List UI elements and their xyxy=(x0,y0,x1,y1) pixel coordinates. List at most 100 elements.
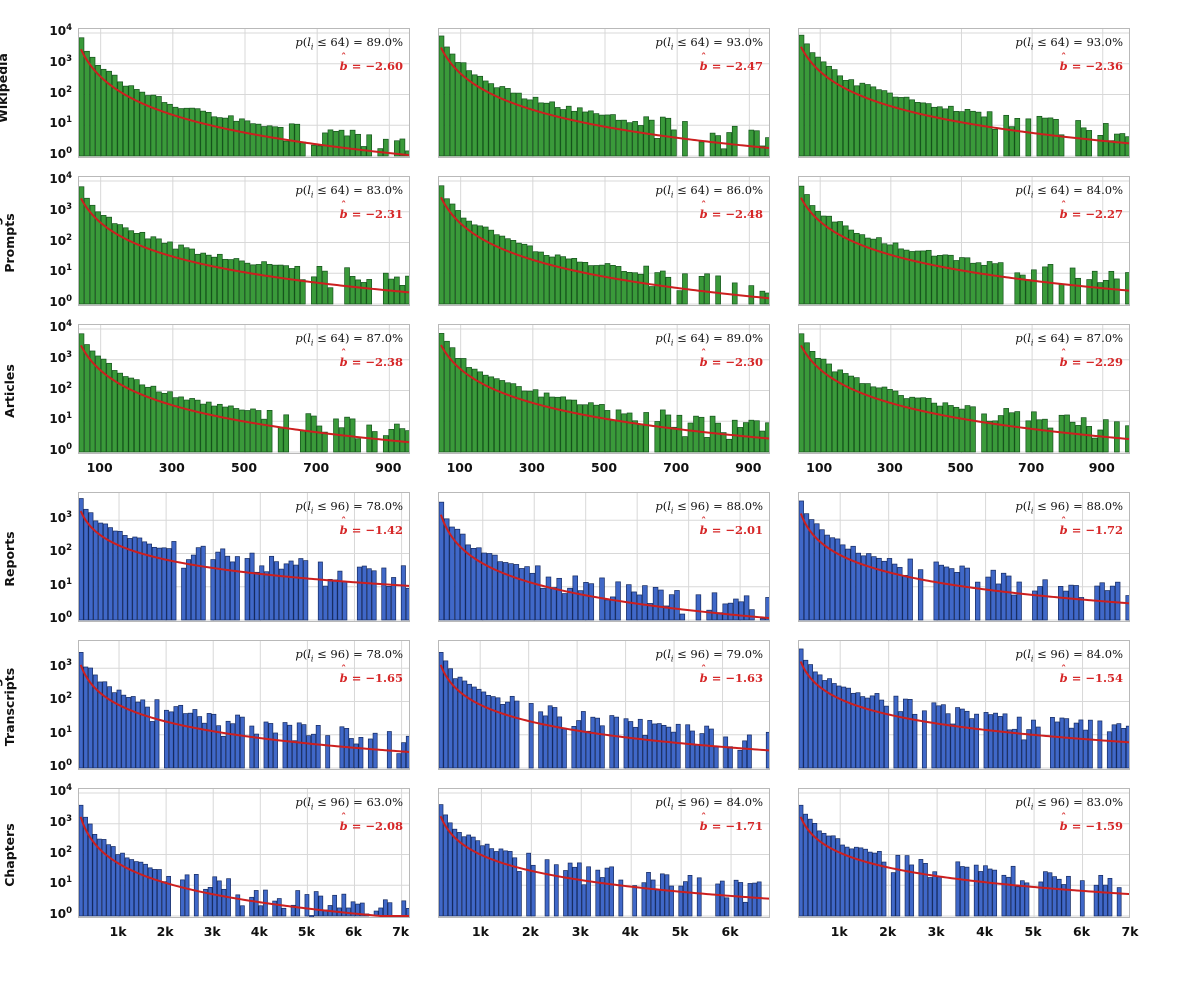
y-tick-label: 102 xyxy=(49,691,72,707)
power-law-fit-line xyxy=(799,816,1129,896)
x-tick-label: 3k xyxy=(203,924,221,939)
annotation-probability: p(li ≤ 64) = 87.0% xyxy=(1015,331,1123,348)
y-tick-label: 104 xyxy=(49,23,72,38)
panel-plot-area xyxy=(79,29,409,157)
panel-plot-area xyxy=(439,641,769,769)
y-tick-label: 103 xyxy=(49,658,72,674)
y-tick-label: 100 xyxy=(49,610,72,625)
x-tick-label: 900 xyxy=(1088,460,1115,475)
power-law-fit-line xyxy=(80,48,409,157)
panel-government-reports-mistral: p(li ≤ 96) = 88.0% ˆ b = −2.01 xyxy=(438,492,770,622)
annotation-probability: p(li ≤ 96) = 78.0% xyxy=(295,499,403,516)
x-tick-label: 1k xyxy=(109,924,127,939)
panel-plot-area xyxy=(799,789,1129,917)
panel-plot-area xyxy=(439,789,769,917)
y-tick-label: 101 xyxy=(49,724,72,740)
panel-wikipedia-qwen: p(li ≤ 64) = 93.0% ˆ b = −2.36 xyxy=(798,28,1130,158)
y-tick-label: 102 xyxy=(49,380,72,396)
power-law-fit-line xyxy=(440,344,769,440)
x-tick-label: 500 xyxy=(590,460,618,475)
x-tick-label: 300 xyxy=(876,460,903,475)
x-tick-label: 4k xyxy=(250,924,268,939)
panel-book-chapters-llama: p(li ≤ 96) = 63.0% ˆ b = −2.08 xyxy=(78,788,410,918)
y-tick-label: 104 xyxy=(49,171,72,186)
panel-plot-area xyxy=(439,325,769,453)
panel-plot-area xyxy=(799,493,1129,621)
panel-plot-area xyxy=(79,177,409,305)
y-tick-label: 102 xyxy=(49,844,72,860)
power-law-fit-line xyxy=(80,344,409,444)
x-tick-label: 300 xyxy=(158,460,185,475)
panel-plot-area xyxy=(439,493,769,621)
annotation-probability: p(li ≤ 96) = 83.0% xyxy=(1015,795,1123,812)
panel-book-chapters-qwen: p(li ≤ 96) = 83.0% ˆ b = −1.59 xyxy=(798,788,1130,918)
annotation-probability: p(li ≤ 96) = 63.0% xyxy=(295,795,403,812)
annotation-probability: p(li ≤ 64) = 89.0% xyxy=(655,331,763,348)
row-label-news-articles: News Articles xyxy=(0,364,17,418)
y-tick-label: 101 xyxy=(49,411,72,427)
panel-plot-area xyxy=(79,789,409,917)
panel-writing-prompts-mistral: p(li ≤ 64) = 86.0% ˆ b = −2.48 xyxy=(438,176,770,306)
x-tick-label: 2k xyxy=(521,924,539,939)
y-tick-label: 100 xyxy=(49,442,72,457)
panel-plot-area xyxy=(799,641,1129,769)
x-tick-label: 300 xyxy=(518,460,545,475)
y-tick-label: 101 xyxy=(49,263,72,279)
row-label-book-chapters: Book Chapters xyxy=(0,823,17,887)
y-tick-label: 101 xyxy=(49,115,72,131)
power-law-fit-line xyxy=(439,664,769,752)
power-law-fit-line xyxy=(440,196,769,300)
x-tick-label: 2k xyxy=(156,924,174,939)
row-label-government-reports: Government Reports xyxy=(0,515,17,603)
panel-plot-area xyxy=(79,493,409,621)
x-tick-label: 900 xyxy=(735,460,762,475)
x-tick-label: 100 xyxy=(446,460,473,475)
x-tick-label: 4k xyxy=(976,924,994,939)
row-label-meeting-transcripts: Meeting Transcripts xyxy=(0,667,17,747)
y-tick-label: 102 xyxy=(49,232,72,248)
panel-wikipedia-llama: p(li ≤ 64) = 89.0% ˆ b = −2.60 xyxy=(78,28,410,158)
power-law-fit-line xyxy=(799,661,1129,744)
power-law-fit-line xyxy=(79,510,409,587)
x-tick-label: 3k xyxy=(571,924,589,939)
x-tick-label: 500 xyxy=(947,460,974,475)
annotation-probability: p(li ≤ 96) = 84.0% xyxy=(1015,647,1123,664)
power-law-fit-line xyxy=(79,816,409,917)
x-tick-label: 700 xyxy=(663,460,690,475)
y-tick-label: 103 xyxy=(49,813,72,829)
y-tick-label: 103 xyxy=(49,53,72,69)
x-tick-label: 100 xyxy=(86,460,113,475)
x-tick-label: 6k xyxy=(1073,924,1091,939)
annotation-probability: p(li ≤ 96) = 88.0% xyxy=(1015,499,1123,516)
y-tick-label: 100 xyxy=(49,146,72,161)
y-tick-label: 100 xyxy=(49,906,72,921)
power-law-fit-line xyxy=(79,664,409,753)
y-tick-label: 102 xyxy=(49,84,72,100)
y-tick-label: 101 xyxy=(49,576,72,592)
panel-plot-area xyxy=(799,177,1129,305)
panel-wikipedia-mistral: p(li ≤ 64) = 93.0% ˆ b = −2.47 xyxy=(438,28,770,158)
x-tick-label: 700 xyxy=(1018,460,1045,475)
y-tick-label: 102 xyxy=(49,543,72,559)
x-tick-label: 1k xyxy=(830,924,848,939)
x-tick-label: 5k xyxy=(1024,924,1042,939)
annotation-probability: p(li ≤ 64) = 89.0% xyxy=(295,35,403,52)
x-tick-label: 1k xyxy=(471,924,489,939)
x-tick-label: 4k xyxy=(621,924,639,939)
y-tick-label: 104 xyxy=(49,319,72,334)
y-tick-label: 103 xyxy=(49,349,72,365)
annotation-probability: p(li ≤ 64) = 87.0% xyxy=(295,331,403,348)
